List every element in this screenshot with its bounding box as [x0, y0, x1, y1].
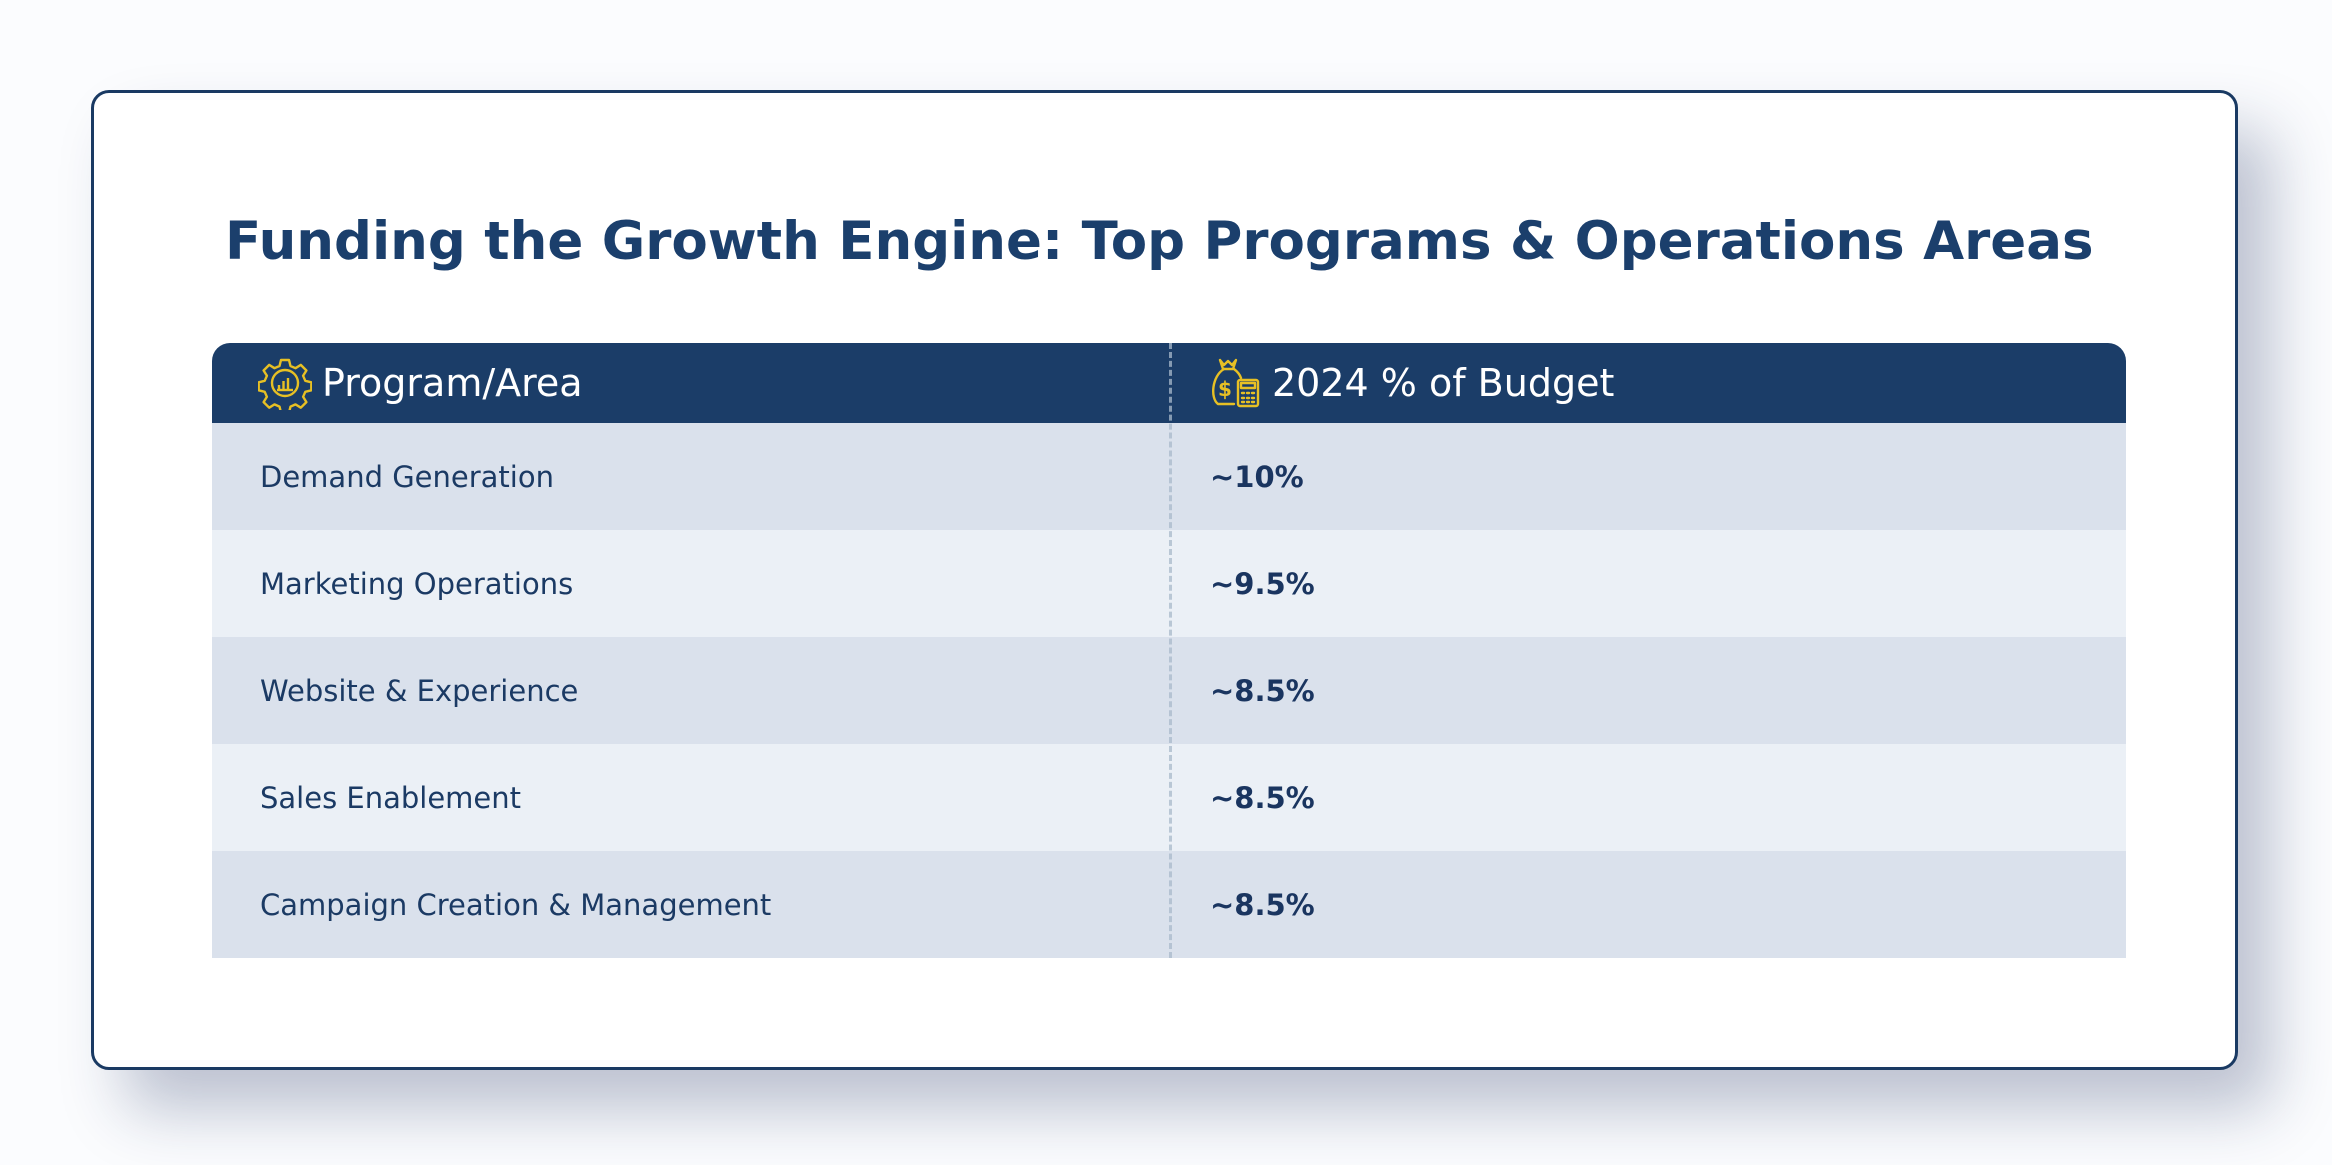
header-budget: $: [1170, 343, 2126, 423]
program-cell: Website & Experience: [260, 673, 579, 708]
content-card: Funding the Growth Engine: Top Programs …: [91, 90, 2238, 1070]
budget-cell: ~9.5%: [1210, 566, 1315, 601]
svg-text:$: $: [1218, 377, 1232, 401]
column-divider: [1169, 343, 1172, 958]
header-program-area: Program/Area: [212, 343, 1170, 423]
money-bag-calculator-icon: $: [1208, 356, 1262, 410]
header-budget-label: 2024 % of Budget: [1272, 361, 1615, 405]
budget-cell: ~8.5%: [1210, 780, 1315, 815]
header-program-area-label: Program/Area: [322, 361, 583, 405]
gear-chart-icon: [257, 356, 313, 414]
budget-cell: ~8.5%: [1210, 673, 1315, 708]
program-cell: Sales Enablement: [260, 780, 522, 815]
page-title: Funding the Growth Engine: Top Programs …: [225, 211, 2094, 272]
program-cell: Marketing Operations: [260, 566, 574, 601]
budget-cell: ~10%: [1210, 459, 1304, 494]
program-cell: Campaign Creation & Management: [260, 887, 772, 922]
program-cell: Demand Generation: [260, 459, 554, 494]
budget-cell: ~8.5%: [1210, 887, 1315, 922]
budget-table: Program/Area $: [212, 343, 2126, 958]
